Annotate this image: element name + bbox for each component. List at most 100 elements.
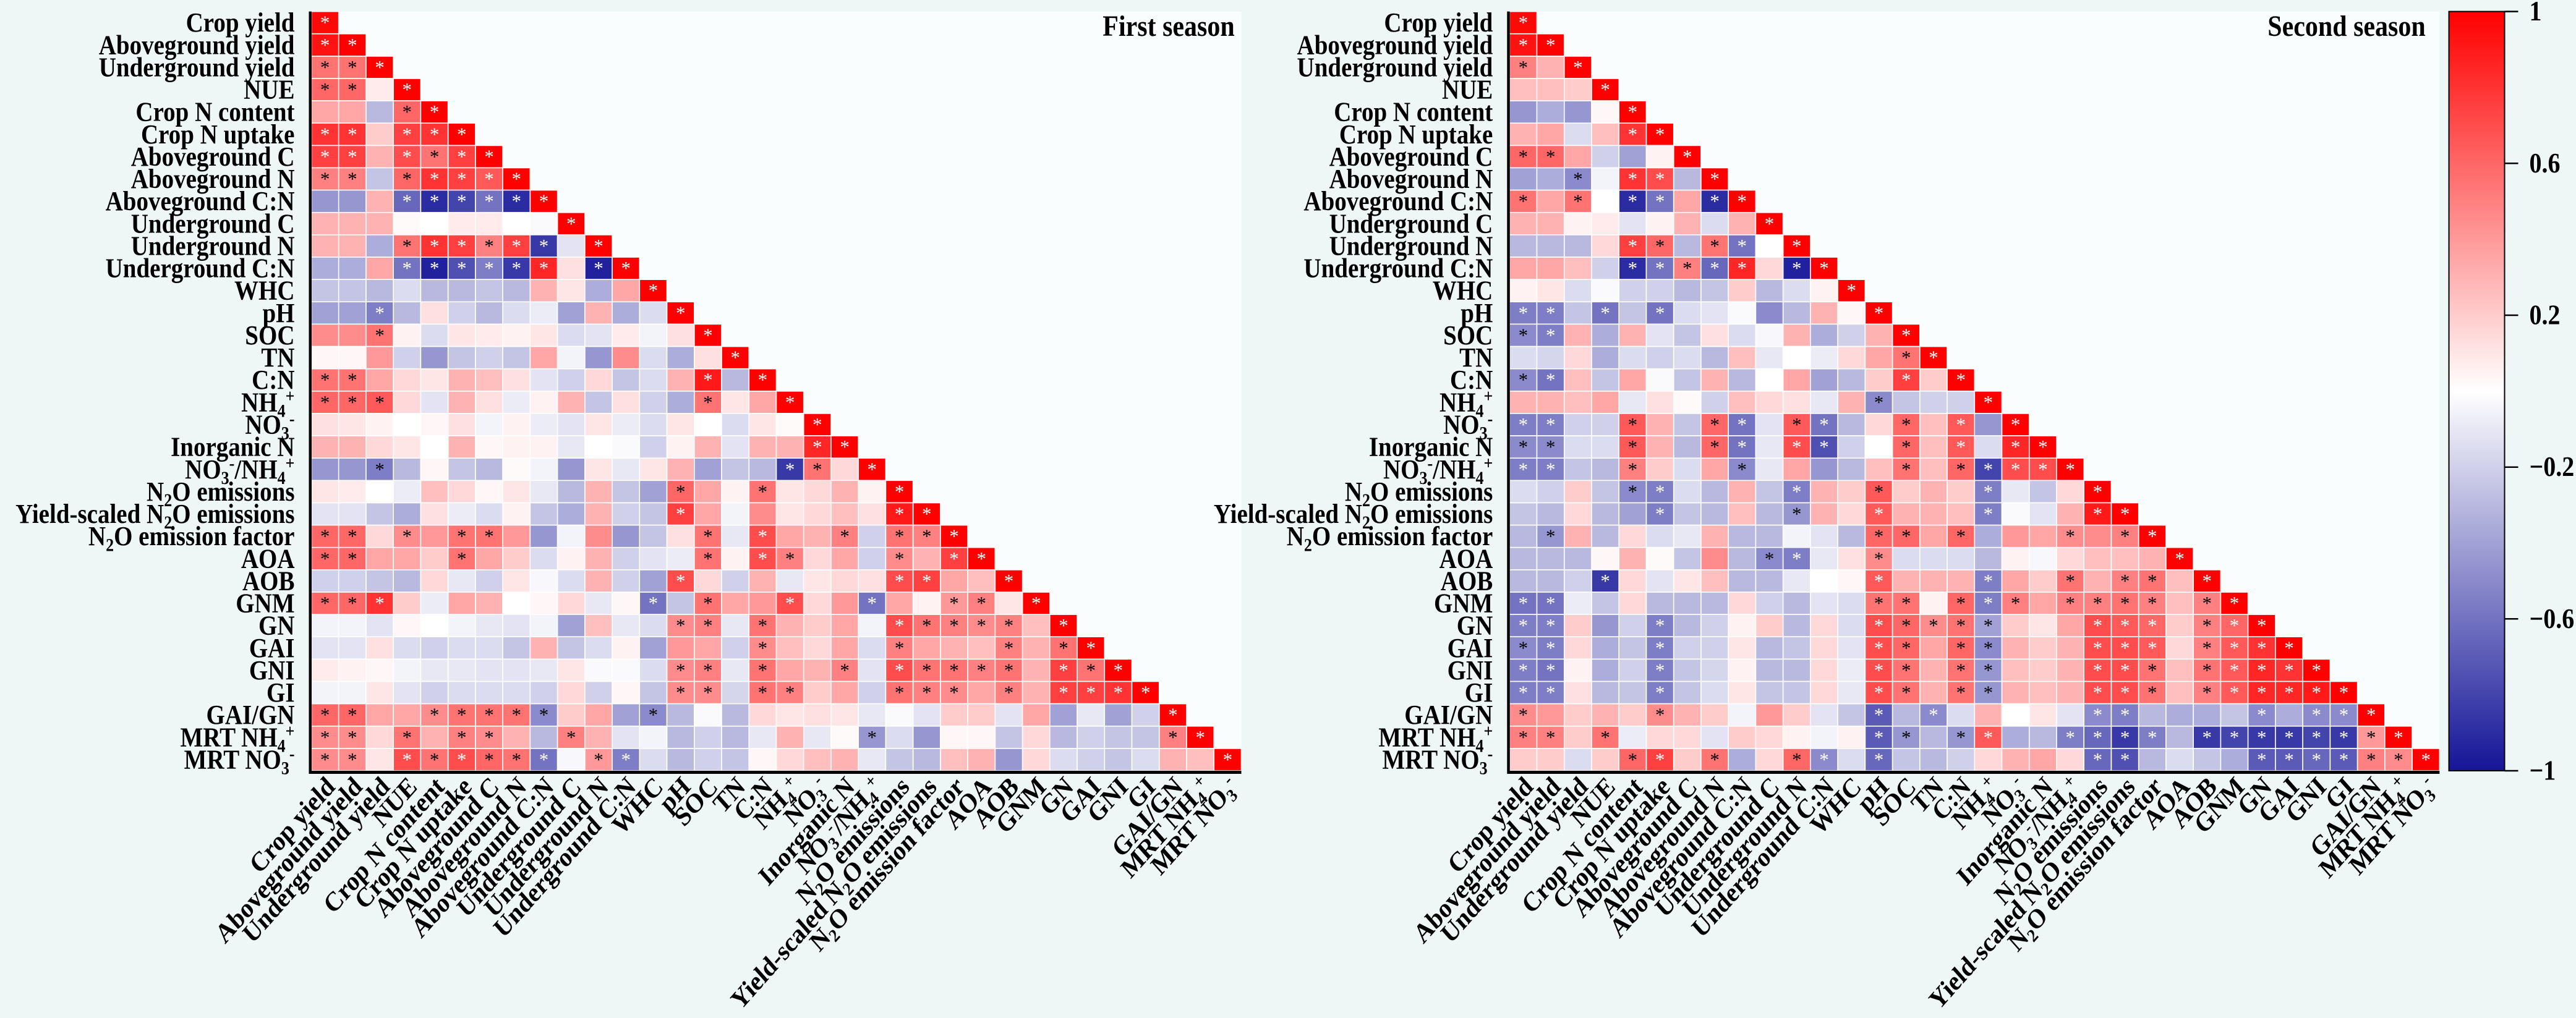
svg-text:*: * (1956, 458, 1966, 480)
svg-text:*: * (2093, 704, 2103, 726)
svg-text:*: * (1519, 12, 1529, 33)
svg-text:*: * (1655, 503, 1665, 525)
svg-text:*: * (1901, 726, 1911, 748)
svg-text:*: * (2257, 614, 2267, 636)
svg-text:*: * (1519, 614, 1529, 636)
svg-text:*: * (1901, 525, 1911, 547)
svg-text:*: * (2339, 704, 2349, 726)
svg-text:*: * (703, 525, 713, 547)
svg-text:Crop N content: Crop N content (1334, 98, 1493, 128)
svg-text:*: * (1874, 682, 1884, 703)
svg-text:*: * (457, 749, 467, 770)
svg-text:*: * (1874, 704, 1884, 726)
svg-text:*: * (1655, 749, 1665, 770)
svg-text:*: * (2120, 525, 2130, 547)
svg-text:*: * (1901, 614, 1911, 636)
svg-text:*: * (1519, 414, 1529, 435)
svg-text:*: * (1819, 414, 1829, 435)
svg-text:*: * (1546, 637, 1556, 658)
svg-text:*: * (1901, 436, 1911, 457)
svg-text:*: * (758, 525, 768, 547)
svg-text:*: * (348, 525, 357, 547)
svg-text:Underground C: Underground C (1329, 209, 1493, 239)
svg-text:*: * (2311, 749, 2321, 770)
svg-text:*: * (2284, 682, 2294, 703)
svg-text:*: * (2011, 414, 2021, 435)
svg-text:*: * (949, 525, 959, 547)
svg-text:*: * (594, 257, 603, 279)
svg-text:*: * (2311, 726, 2321, 748)
svg-text:*: * (1874, 548, 1884, 569)
svg-text:*: * (1874, 302, 1884, 323)
svg-text:*: * (1004, 637, 1014, 658)
svg-text:*: * (512, 168, 522, 190)
svg-text:*: * (1956, 414, 1966, 435)
svg-text:*: * (2230, 614, 2240, 636)
svg-text:*: * (1655, 235, 1665, 257)
svg-text:*: * (1984, 391, 1994, 413)
svg-text:TN: TN (1459, 343, 1493, 373)
svg-text:*: * (2038, 436, 2048, 457)
svg-text:*: * (1738, 436, 1747, 457)
svg-text:*: * (375, 391, 385, 413)
svg-text:*: * (348, 391, 357, 413)
svg-text:*: * (484, 525, 494, 547)
svg-text:*: * (512, 704, 522, 726)
svg-text:*: * (1114, 659, 1124, 681)
svg-text:*: * (1874, 480, 1884, 502)
svg-text:*: * (2120, 726, 2130, 748)
svg-text:*: * (1086, 659, 1096, 681)
svg-text:*: * (2257, 682, 2267, 703)
svg-text:*: * (758, 659, 768, 681)
svg-text:*: * (1059, 682, 1068, 703)
svg-text:*: * (403, 749, 412, 770)
svg-text:*: * (320, 145, 330, 167)
svg-text:MRT NH4+: MRT NH4+ (181, 721, 295, 757)
svg-text:*: * (1546, 145, 1556, 167)
svg-text:*: * (1546, 614, 1556, 636)
svg-text:Aboveground N: Aboveground N (1329, 164, 1493, 195)
svg-text:*: * (348, 123, 357, 145)
svg-text:*: * (320, 56, 330, 78)
svg-text:TN: TN (261, 343, 294, 373)
svg-text:*: * (1519, 34, 1529, 56)
svg-text:*: * (2339, 682, 2349, 703)
svg-text:Inorganic N: Inorganic N (171, 432, 294, 462)
svg-text:Underground yield: Underground yield (1297, 53, 1493, 83)
svg-text:AOB: AOB (1441, 566, 1493, 596)
svg-text:Aboveground yield: Aboveground yield (99, 30, 295, 61)
svg-text:*: * (348, 369, 357, 391)
svg-text:*: * (1792, 548, 1802, 569)
svg-text:*: * (2311, 682, 2321, 703)
svg-text:*: * (1114, 682, 1124, 703)
svg-text:*: * (1223, 749, 1233, 770)
svg-text:*: * (977, 659, 987, 681)
svg-text:*: * (348, 34, 357, 56)
svg-text:*: * (2284, 749, 2294, 770)
svg-text:*: * (1655, 123, 1665, 145)
svg-text:*: * (320, 369, 330, 391)
svg-text:*: * (1519, 324, 1529, 346)
svg-text:−0.2: −0.2 (2530, 452, 2575, 483)
svg-text:*: * (457, 190, 467, 212)
svg-text:*: * (1195, 726, 1205, 748)
svg-text:*: * (1901, 324, 1911, 346)
svg-text:*: * (403, 78, 412, 100)
svg-text:Aboveground C: Aboveground C (1329, 142, 1493, 172)
svg-text:GAI: GAI (249, 634, 295, 664)
svg-text:*: * (348, 749, 357, 770)
svg-text:*: * (1655, 168, 1665, 190)
svg-text:*: * (977, 548, 987, 569)
svg-text:*: * (703, 391, 713, 413)
svg-text:*: * (1792, 414, 1802, 435)
svg-text:*: * (2311, 704, 2321, 726)
svg-text:*: * (1765, 213, 1775, 234)
svg-text:*: * (1655, 614, 1665, 636)
svg-text:*: * (430, 235, 440, 257)
svg-text:*: * (1929, 704, 1938, 726)
svg-text:*: * (1710, 436, 1720, 457)
svg-text:*: * (320, 78, 330, 100)
svg-text:*: * (621, 257, 631, 279)
svg-text:*: * (2175, 548, 2185, 569)
svg-text:*: * (1655, 302, 1665, 323)
